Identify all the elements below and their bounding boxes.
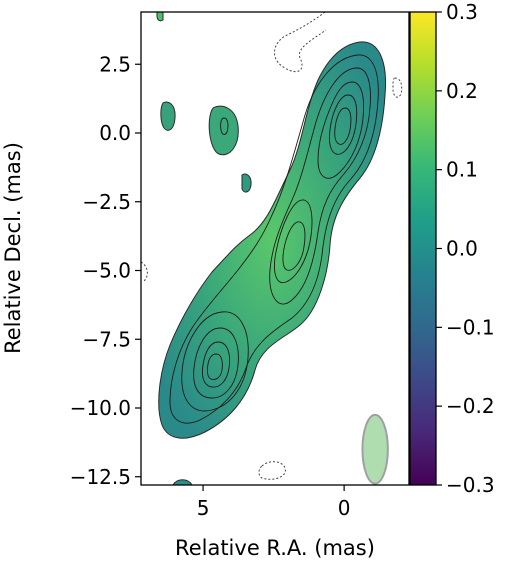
y-tick-label: −10.0 [70, 396, 131, 420]
negative-contour [141, 261, 148, 283]
restoring-beam [361, 413, 389, 485]
plot-area [140, 11, 410, 486]
colorbar-tick-label: −0.2 [446, 394, 495, 418]
y-tick-label: 0.0 [99, 121, 131, 145]
y-tick-label: 2.5 [99, 52, 131, 76]
y-tick-label: −5.0 [82, 259, 131, 283]
negative-contour [274, 12, 327, 73]
y-axis: 2.5 0.0 −2.5 −5.0 −7.5 −10.0 −12.5 [70, 52, 141, 489]
y-tick-label: −2.5 [82, 190, 131, 214]
emission-island [160, 101, 176, 131]
contour-ring [201, 341, 230, 388]
y-axis-label: Relative Decl. (mas) [1, 142, 25, 354]
y-tick-label: −12.5 [70, 465, 131, 489]
contour-ring [193, 327, 239, 399]
contour-ring [282, 221, 306, 271]
x-axis-label: Relative R.A. (mas) [175, 536, 375, 560]
contour-ring [169, 54, 379, 424]
negative-contour [392, 77, 403, 98]
colorbar: 0.3 0.2 0.1 0.0 −0.1 −0.2 −0.3 [409, 0, 495, 497]
colorbar-tick-label: 0.3 [446, 0, 478, 24]
colorbar-tick-label: 0.0 [446, 237, 478, 261]
contour-ring [317, 81, 364, 179]
colorbar-tick-label: −0.3 [446, 473, 495, 497]
contour-ring [329, 94, 358, 155]
colorbar-tick-label: 0.2 [446, 79, 478, 103]
intensity-contours [169, 54, 379, 424]
y-tick-label: −7.5 [82, 327, 131, 351]
contour-ring [207, 353, 223, 380]
emission-island [156, 12, 164, 22]
colorbar-tick-label: 0.1 [446, 158, 478, 182]
colorbar-tick-label: −0.1 [446, 315, 495, 339]
jet-emission [158, 41, 387, 439]
colorbar-gradient [410, 12, 436, 485]
emission-island [241, 173, 252, 193]
colorbar-ticks: 0.3 0.2 0.1 0.0 −0.1 −0.2 −0.3 [436, 0, 495, 497]
contour-ring [274, 199, 313, 284]
emission-island [208, 105, 239, 156]
negative-contour [258, 461, 286, 480]
plot-frame [140, 11, 410, 486]
contour-ring [269, 67, 371, 305]
x-tick-label: 5 [197, 496, 210, 520]
contour-ring [220, 117, 229, 135]
x-tick-label: 0 [338, 496, 351, 520]
contour-ring [334, 107, 352, 145]
contour-ring [181, 311, 249, 412]
